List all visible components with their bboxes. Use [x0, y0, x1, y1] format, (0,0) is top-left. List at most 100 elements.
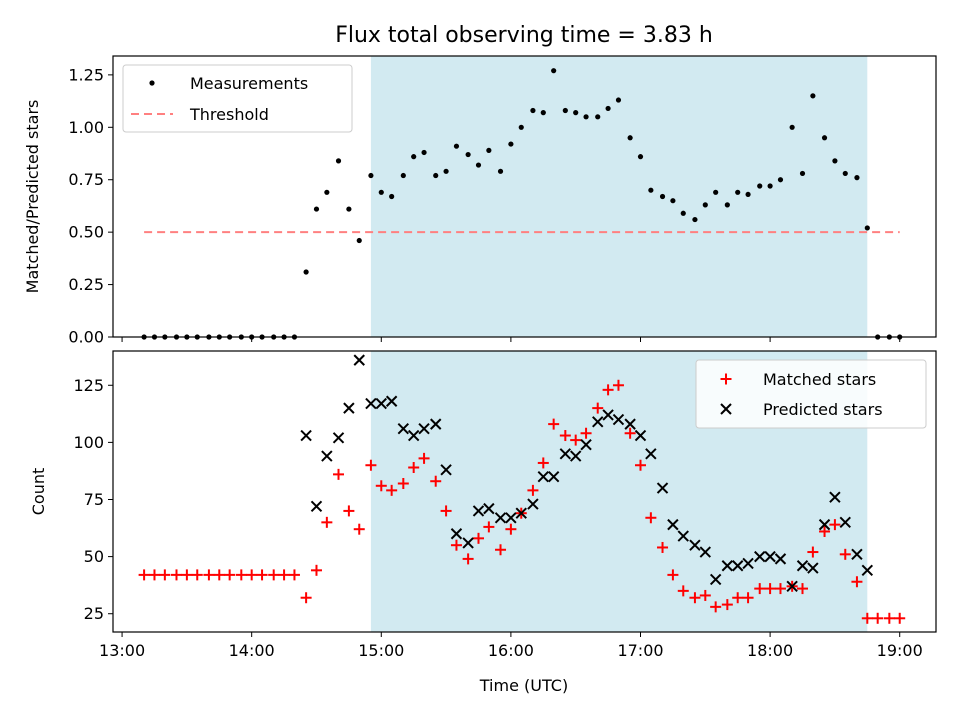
bottom-y-tick-label: 125 — [73, 376, 104, 395]
predicted-star-point — [418, 422, 430, 435]
matched-star-point — [774, 583, 786, 595]
measurement-point — [713, 189, 719, 195]
predicted-star-point — [754, 550, 766, 563]
measurement-point — [389, 193, 395, 200]
top-legend: Measurements Threshold — [122, 64, 353, 133]
matched-star-point — [894, 612, 906, 624]
measurement-point — [562, 107, 568, 114]
predicted-star-point — [332, 432, 345, 444]
matched-star-point — [256, 569, 268, 581]
measurement-point — [303, 269, 309, 275]
predicted-star-point — [645, 448, 657, 460]
predicted-star-point — [861, 564, 874, 577]
matched-star-point — [742, 592, 754, 604]
matched-star-point — [602, 384, 614, 396]
bottom-y-tick-label: 50 — [84, 547, 104, 566]
matched-star-point — [495, 544, 507, 556]
matched-star-point — [300, 592, 312, 604]
matched-star-point — [365, 459, 377, 471]
measurement-point — [767, 183, 773, 189]
top-shaded-span — [370, 56, 868, 337]
measurement-point — [335, 158, 342, 164]
matched-star-point — [829, 519, 841, 531]
predicted-star-point — [515, 507, 527, 519]
measurement-point — [735, 189, 741, 195]
matched-star-point — [754, 583, 766, 595]
matched-star-point — [580, 427, 592, 439]
predicted-star-point — [818, 518, 831, 531]
matched-star-point — [657, 541, 669, 553]
legend-matched-label: Matched stars — [763, 370, 876, 389]
x-tick-label: 15:00 — [358, 641, 404, 660]
predicted-star-point — [527, 498, 539, 510]
top-legend-box — [122, 64, 353, 133]
measurement-point — [378, 189, 384, 195]
measurement-point — [540, 110, 546, 116]
predicted-star-point — [385, 395, 398, 407]
measurement-point — [497, 168, 504, 174]
measurement-point — [605, 105, 611, 112]
predicted-star-point — [547, 470, 560, 483]
x-tick-label: 16:00 — [488, 641, 534, 660]
measurement-point — [465, 151, 471, 158]
measurement-point — [551, 68, 557, 74]
measurement-point — [421, 149, 427, 156]
predicted-star-point — [689, 539, 701, 551]
measurement-point — [842, 170, 848, 177]
x-tick-label: 17:00 — [617, 641, 663, 660]
predicted-star-point — [709, 573, 722, 586]
matched-star-point — [418, 452, 430, 464]
matched-star-point — [430, 475, 442, 487]
predicted-star-point — [440, 464, 452, 476]
predicted-star-point — [592, 416, 604, 428]
matched-star-point — [288, 569, 300, 581]
measurement-point — [745, 191, 751, 198]
measurement-point — [777, 177, 784, 183]
predicted-star-point — [786, 580, 798, 593]
matched-star-point — [397, 478, 409, 490]
matched-star-point — [181, 569, 193, 581]
matched-star-point — [883, 612, 895, 624]
predicted-star-point — [365, 397, 377, 410]
top-y-tick-label: 0.25 — [68, 275, 104, 294]
matched-star-point — [333, 468, 345, 480]
predicted-star-point — [450, 528, 463, 540]
chart-title: Flux total observing time = 3.83 h — [335, 23, 713, 48]
measurement-point — [324, 189, 330, 195]
matched-star-point — [677, 585, 689, 597]
matched-star-point — [527, 484, 539, 496]
top-y-tick-label: 0.00 — [68, 328, 104, 347]
matched-star-point — [645, 512, 657, 524]
predicted-star-point — [537, 470, 550, 483]
x-axis-label: Time (UTC) — [479, 676, 568, 695]
x-tick-label: 14:00 — [229, 641, 275, 660]
matched-star-point — [861, 612, 873, 624]
matched-star-point — [386, 484, 398, 496]
matched-star-point — [321, 516, 333, 528]
matched-star-point — [343, 505, 355, 517]
legend-measurements-label: Measurements — [190, 74, 308, 93]
measurement-point — [583, 114, 589, 120]
predicted-star-point — [699, 546, 712, 558]
predicted-star-point — [721, 560, 734, 572]
predicted-star-point — [742, 557, 754, 570]
matched-star-point — [721, 599, 733, 611]
top-y-tick-label: 1.25 — [68, 65, 104, 84]
matched-star-point — [203, 569, 215, 581]
measurement-point — [615, 97, 622, 103]
matched-star-point — [570, 434, 582, 446]
measurement-point — [659, 193, 666, 200]
measurement-point — [832, 158, 838, 164]
x-tick-label: 13:00 — [99, 641, 145, 660]
matched-star-point — [483, 521, 495, 533]
matched-star-point — [699, 589, 711, 601]
predicted-star-point — [612, 413, 625, 426]
legend-measurements-marker — [149, 80, 155, 86]
matched-star-point — [872, 612, 884, 624]
measurement-point — [411, 154, 417, 160]
legend-predicted-marker — [720, 403, 732, 415]
matched-star-point — [819, 525, 831, 537]
predicted-star-point — [310, 500, 323, 513]
matched-star-point — [634, 459, 646, 471]
